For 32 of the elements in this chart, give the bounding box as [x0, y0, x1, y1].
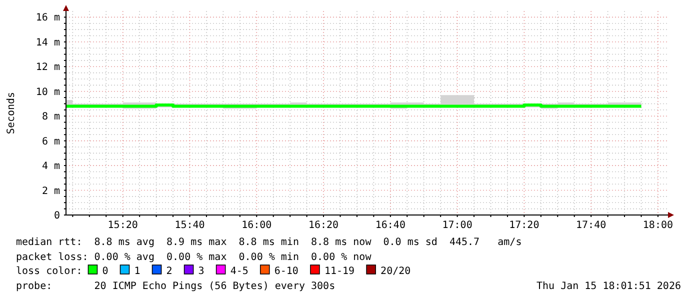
text: median rtt: 8.8 ms avg 8.9 ms max 8.8 ms min 8.8 ms now 0.0 ms sd 445.7 am/s	[16, 237, 522, 248]
legend-label: 4-5	[230, 266, 248, 277]
legend-label: 20/20	[380, 266, 411, 277]
legend-label: 1	[134, 266, 140, 277]
x-tick-label: 17:00	[442, 220, 472, 231]
legend-label: 6-10	[274, 266, 298, 277]
x-tick-label: 16:20	[308, 220, 339, 231]
x-tick-label: 17:40	[576, 220, 606, 231]
legend-title: loss color:	[16, 266, 82, 277]
y-tick-label: 14 m	[36, 37, 60, 48]
x-tick-label: 15:20	[108, 220, 138, 231]
legend-label: 2	[166, 266, 172, 277]
x-tick-label: 17:20	[509, 220, 540, 231]
y-tick-label: 16 m	[36, 12, 60, 24]
text: packet loss: 0.00 % avg 0.00 % max 0.00 % min 0.00 % now	[16, 252, 372, 263]
x-tick-label: 18:00	[642, 220, 674, 231]
y-tick-label: 2 m	[42, 186, 60, 197]
y-axis-title: Seconds	[6, 92, 17, 134]
y-tick-label: 8 m	[42, 112, 60, 123]
y-tick-label: 6 m	[42, 136, 60, 148]
text: probe: 20 ICMP Echo Pings (56 Bytes) every 300s	[16, 281, 336, 292]
x-tick-label: 15:40	[174, 220, 205, 231]
legend-label: 0	[102, 266, 108, 277]
y-tick-label: 4 m	[42, 161, 60, 172]
x-tick-label: 16:40	[375, 220, 406, 231]
y-tick-label: 12 m	[36, 62, 60, 74]
y-tick-label: 0	[54, 210, 60, 222]
legend-label: 3	[198, 266, 204, 277]
x-tick-label: 16:00	[242, 220, 272, 231]
y-tick-label: 10 m	[36, 86, 60, 98]
legend-label: 11-19	[324, 266, 355, 277]
text: Thu Jan 15 18:01:51 2026	[536, 281, 681, 292]
